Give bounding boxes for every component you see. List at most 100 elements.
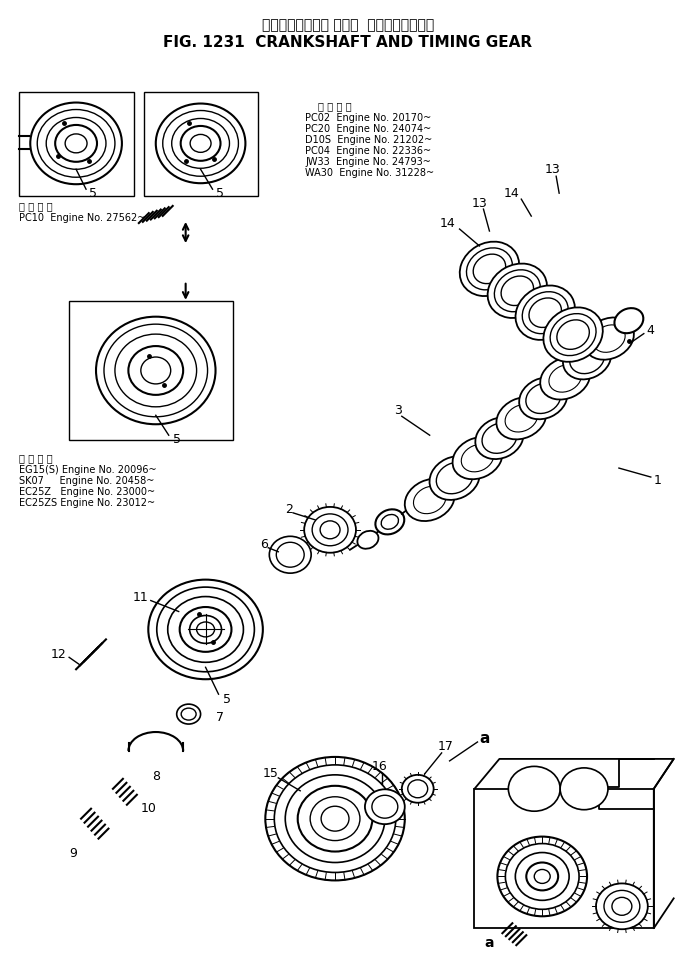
- Ellipse shape: [37, 109, 115, 177]
- Text: EC25Z   Engine No. 23000~: EC25Z Engine No. 23000~: [20, 487, 155, 497]
- Text: 16: 16: [372, 761, 388, 773]
- Text: PC10  Engine No. 27562~: PC10 Engine No. 27562~: [20, 213, 146, 223]
- Ellipse shape: [540, 357, 590, 399]
- Ellipse shape: [473, 254, 505, 283]
- Ellipse shape: [181, 708, 196, 720]
- Ellipse shape: [266, 757, 405, 880]
- Ellipse shape: [365, 789, 405, 824]
- Ellipse shape: [550, 314, 596, 356]
- Ellipse shape: [413, 486, 446, 513]
- Ellipse shape: [549, 364, 581, 393]
- Text: 10: 10: [141, 803, 157, 815]
- Ellipse shape: [197, 622, 215, 637]
- Text: 15: 15: [262, 768, 278, 780]
- Ellipse shape: [372, 795, 398, 818]
- Text: 適 用 号 機: 適 用 号 機: [20, 202, 53, 211]
- Text: 13: 13: [472, 197, 487, 209]
- Ellipse shape: [310, 797, 360, 841]
- Ellipse shape: [168, 596, 243, 662]
- Ellipse shape: [519, 378, 567, 419]
- Ellipse shape: [148, 580, 263, 679]
- Text: 5: 5: [215, 187, 224, 200]
- Text: 5: 5: [89, 187, 97, 200]
- Text: 1: 1: [654, 473, 661, 487]
- Ellipse shape: [505, 404, 537, 432]
- Text: EC25ZS Engine No. 23012~: EC25ZS Engine No. 23012~: [20, 498, 155, 508]
- Ellipse shape: [604, 890, 640, 922]
- Ellipse shape: [544, 308, 603, 361]
- Ellipse shape: [429, 456, 480, 500]
- Text: 14: 14: [440, 216, 455, 230]
- Ellipse shape: [488, 264, 547, 318]
- Text: 11: 11: [133, 591, 148, 604]
- Ellipse shape: [436, 463, 473, 494]
- Text: PC02  Engine No. 20170~: PC02 Engine No. 20170~: [305, 114, 431, 124]
- Ellipse shape: [46, 118, 106, 169]
- Ellipse shape: [157, 587, 254, 672]
- Ellipse shape: [505, 843, 579, 910]
- Ellipse shape: [522, 291, 568, 334]
- Text: 5: 5: [222, 693, 231, 705]
- Text: 9: 9: [69, 847, 77, 860]
- Text: EG15(S) Engine No. 20096~: EG15(S) Engine No. 20096~: [20, 466, 157, 475]
- Ellipse shape: [560, 768, 608, 809]
- Text: FIG. 1231  CRANKSHAFT AND TIMING GEAR: FIG. 1231 CRANKSHAFT AND TIMING GEAR: [163, 35, 533, 50]
- Ellipse shape: [452, 437, 503, 479]
- Text: a: a: [484, 936, 494, 951]
- Text: 7: 7: [215, 711, 224, 724]
- Ellipse shape: [55, 125, 97, 162]
- Bar: [475, 789, 654, 928]
- Text: 適 用 号 機: 適 用 号 機: [319, 101, 352, 112]
- Text: a: a: [480, 731, 490, 746]
- Ellipse shape: [494, 270, 540, 312]
- Text: 13: 13: [544, 163, 560, 175]
- Ellipse shape: [190, 616, 222, 644]
- Ellipse shape: [269, 537, 311, 573]
- Ellipse shape: [171, 119, 229, 169]
- Ellipse shape: [298, 786, 372, 851]
- Ellipse shape: [320, 521, 340, 539]
- Text: JW33  Engine No. 24793~: JW33 Engine No. 24793~: [305, 158, 431, 168]
- Text: 5: 5: [173, 432, 181, 446]
- Text: 12: 12: [50, 648, 66, 660]
- Bar: [144, 92, 259, 196]
- Ellipse shape: [584, 318, 634, 359]
- Bar: [69, 301, 233, 440]
- Ellipse shape: [516, 285, 575, 340]
- Text: 17: 17: [438, 740, 454, 754]
- Ellipse shape: [612, 897, 632, 916]
- Ellipse shape: [475, 417, 523, 459]
- Text: 3: 3: [394, 404, 401, 417]
- Text: 2: 2: [285, 504, 293, 516]
- Ellipse shape: [190, 134, 211, 152]
- Text: SK07     Engine No. 20458~: SK07 Engine No. 20458~: [20, 476, 155, 486]
- Ellipse shape: [128, 346, 183, 394]
- Text: 14: 14: [503, 187, 519, 200]
- Ellipse shape: [176, 704, 201, 724]
- Ellipse shape: [501, 276, 534, 306]
- Ellipse shape: [529, 298, 562, 327]
- Ellipse shape: [141, 357, 171, 384]
- Bar: [20, 92, 134, 196]
- Ellipse shape: [104, 324, 208, 417]
- Ellipse shape: [30, 102, 122, 184]
- Ellipse shape: [535, 870, 550, 883]
- Ellipse shape: [381, 514, 399, 529]
- Text: PC04  Engine No. 22336~: PC04 Engine No. 22336~: [305, 146, 431, 157]
- Ellipse shape: [563, 338, 611, 380]
- Ellipse shape: [358, 531, 378, 548]
- Ellipse shape: [155, 103, 245, 183]
- Ellipse shape: [596, 883, 648, 929]
- Text: 8: 8: [152, 770, 160, 783]
- Ellipse shape: [515, 852, 569, 900]
- Ellipse shape: [401, 775, 434, 803]
- Text: 6: 6: [261, 539, 268, 551]
- Ellipse shape: [496, 397, 546, 439]
- Text: 適 用 号 機: 適 用 号 機: [20, 453, 53, 463]
- Ellipse shape: [557, 319, 590, 350]
- Ellipse shape: [162, 110, 238, 176]
- Ellipse shape: [569, 344, 604, 374]
- Ellipse shape: [466, 248, 512, 290]
- Ellipse shape: [96, 317, 215, 425]
- Ellipse shape: [275, 765, 396, 873]
